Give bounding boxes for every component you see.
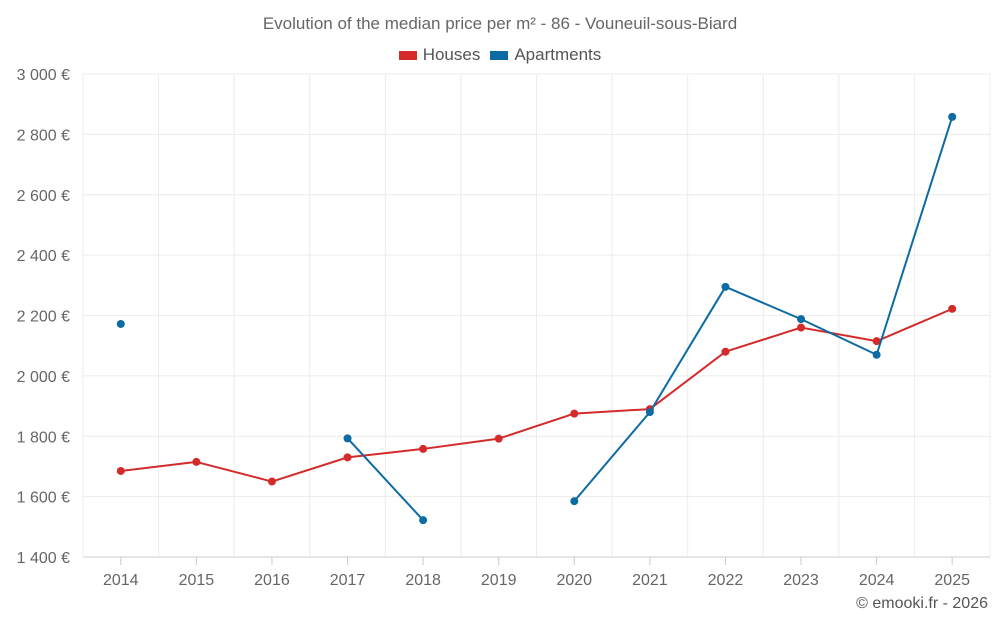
credit: © emooki.fr - 2026	[856, 595, 988, 612]
data-point-houses	[267, 477, 276, 486]
series-line-apartments	[573, 116, 954, 502]
y-tick-label: 2 400 €	[17, 248, 70, 265]
x-tick-label: 2025	[934, 572, 970, 589]
y-tick-label: 2 800 €	[17, 127, 70, 144]
data-point-apartments	[872, 350, 881, 359]
data-point-houses	[872, 337, 881, 346]
data-point-apartments	[570, 497, 579, 506]
y-tick-label: 2 000 €	[17, 369, 70, 386]
x-tick-label: 2014	[103, 572, 139, 589]
data-point-apartments	[721, 282, 730, 291]
data-point-apartments	[419, 516, 428, 525]
data-point-houses	[494, 434, 503, 443]
y-tick-label: 1 400 €	[17, 550, 70, 567]
series-line-houses	[120, 307, 953, 483]
chart-title: Evolution of the median price per m² - 8…	[262, 14, 738, 33]
y-tick-label: 3 000 €	[17, 67, 70, 84]
x-tick-label: 2019	[481, 572, 517, 589]
data-point-houses	[116, 466, 125, 475]
y-tick-label: 1 600 €	[17, 490, 70, 507]
x-tick-label: 2023	[783, 572, 819, 589]
legend: Houses Apartments	[0, 45, 1000, 65]
x-tick-label: 2017	[330, 572, 366, 589]
x-tick-label: 2020	[556, 572, 592, 589]
x-tick-label: 2015	[179, 572, 215, 589]
y-tick-label: 2 600 €	[17, 188, 70, 205]
x-tick-label: 2022	[708, 572, 744, 589]
data-point-apartments	[797, 315, 806, 324]
data-point-houses	[721, 347, 730, 356]
data-point-houses	[570, 409, 579, 418]
x-tick-label: 2021	[632, 572, 668, 589]
data-point-houses	[419, 444, 428, 453]
data-point-houses	[343, 453, 352, 462]
y-tick-label: 1 800 €	[17, 429, 70, 446]
data-point-houses	[948, 304, 957, 313]
data-point-houses	[192, 457, 201, 466]
series-line-apartments	[346, 437, 424, 521]
x-tick-label: 2016	[254, 572, 290, 589]
y-tick-label: 2 200 €	[17, 309, 70, 326]
legend-label-houses: Houses	[422, 45, 481, 64]
data-point-houses	[797, 323, 806, 332]
data-point-apartments	[948, 112, 957, 121]
legend-swatch-houses	[398, 50, 417, 60]
x-tick-label: 2024	[859, 572, 895, 589]
legend-swatch-apartments	[490, 50, 509, 60]
x-tick-label: 2018	[405, 572, 441, 589]
data-point-apartments	[645, 408, 654, 417]
legend-item-apartments[interactable]: Apartments	[490, 45, 601, 65]
legend-label-apartments: Apartments	[514, 45, 602, 64]
data-point-apartments	[343, 434, 352, 443]
data-point-apartments	[116, 319, 125, 328]
legend-item-houses[interactable]: Houses	[398, 45, 481, 65]
